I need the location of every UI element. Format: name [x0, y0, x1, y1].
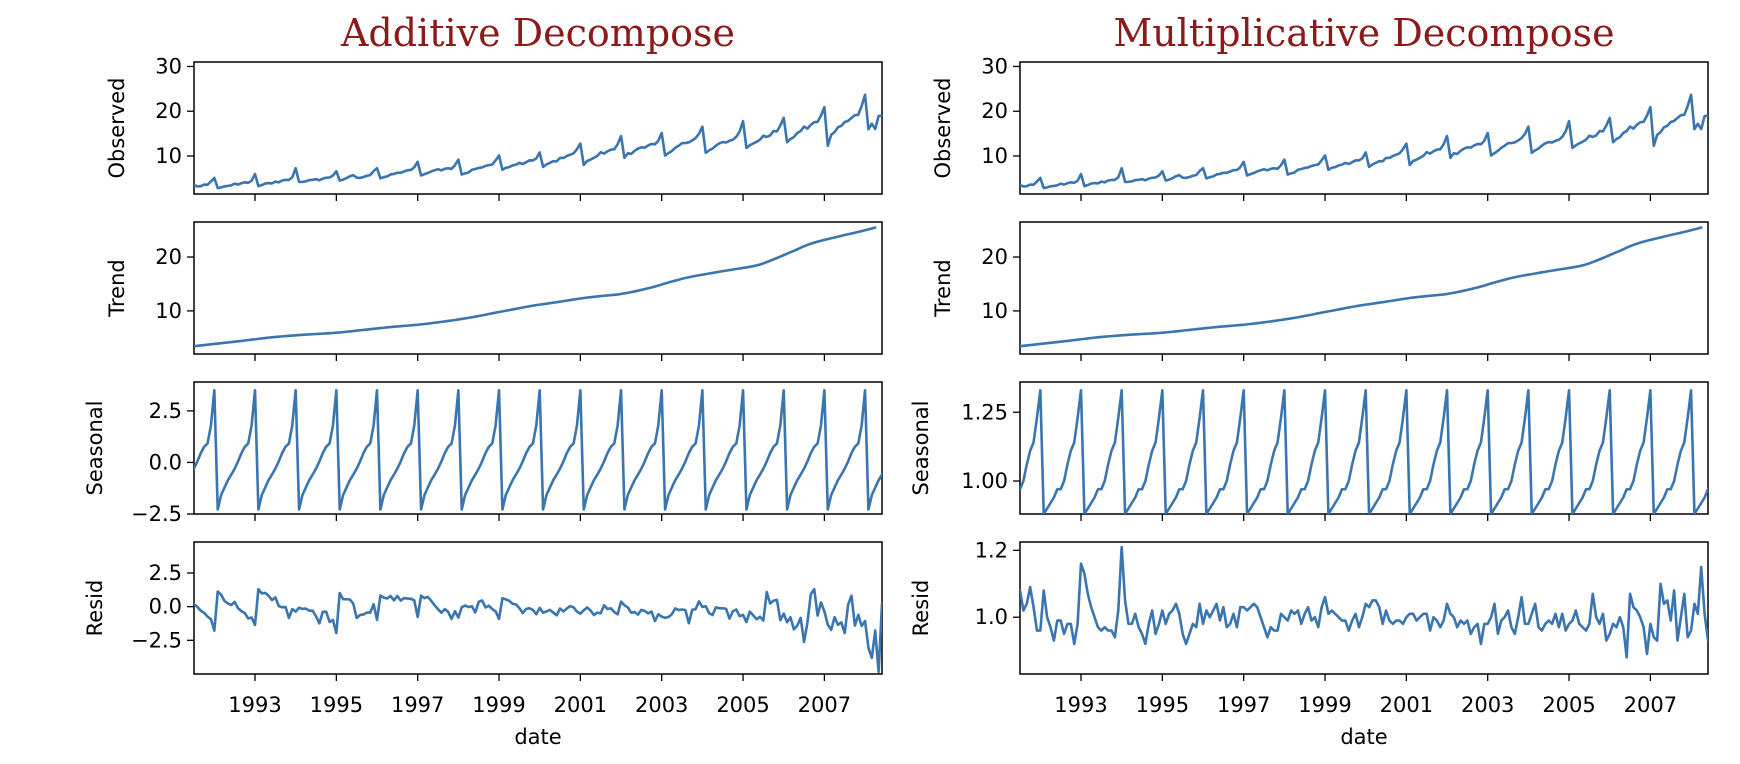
- x-tick-label: 2001: [554, 693, 607, 717]
- x-axis-label: date: [1340, 725, 1387, 749]
- y-tick-label: −2.5: [131, 502, 182, 526]
- y-axis-label: Trend: [931, 259, 955, 317]
- panel-trend: 10 20 Trend: [931, 221, 1709, 361]
- series-line-trend: [194, 226, 877, 348]
- x-axis-label: date: [514, 725, 561, 749]
- y-tick-label: 0.0: [149, 595, 182, 619]
- y-tick-label: 30: [981, 54, 1008, 78]
- x-tick-label: 2005: [716, 693, 769, 717]
- y-axis-label: Trend: [105, 259, 129, 317]
- series-line-resid: [194, 587, 882, 674]
- x-tick-label: 1995: [1136, 693, 1189, 717]
- y-tick-label: 2.5: [149, 561, 182, 585]
- series-line-resid: [1020, 545, 1708, 659]
- y-tick-label: 10: [155, 299, 182, 323]
- y-tick-label: 1.00: [961, 469, 1008, 493]
- series-line-observed: [194, 93, 882, 190]
- axes-frame: [1019, 541, 1709, 675]
- y-tick-label: 30: [155, 54, 182, 78]
- y-axis-label: Observed: [931, 77, 955, 178]
- chart-title: Multiplicative Decompose: [1113, 11, 1614, 55]
- panel-observed: 10 20 30 Observed: [931, 54, 1709, 201]
- panel-seasonal: 2.5 0.0 −2.5 Seasonal: [83, 381, 883, 526]
- chart-title: Additive Decompose: [340, 11, 735, 55]
- y-axis-label: Resid: [83, 580, 107, 637]
- axes-frame: [193, 61, 883, 195]
- series-line-seasonal: [1020, 388, 1708, 514]
- panel-seasonal: 1.25 1.00 Seasonal: [909, 381, 1709, 521]
- series-line-trend: [1020, 226, 1703, 348]
- series-line-seasonal: [194, 388, 882, 511]
- x-tick-label: 1997: [1217, 693, 1270, 717]
- x-tick-label: 2007: [1624, 693, 1677, 717]
- panel-observed: 10 20 30 Observed: [105, 54, 883, 201]
- y-axis-label: Observed: [105, 77, 129, 178]
- y-tick-label: 10: [981, 144, 1008, 168]
- y-tick-label: −2.5: [131, 628, 182, 652]
- x-tick-label: 1993: [1054, 693, 1107, 717]
- y-axis-label: Seasonal: [83, 401, 107, 496]
- axes-frame: [193, 381, 883, 515]
- x-tick-label: 2001: [1380, 693, 1433, 717]
- panel-resid: 1.2 1.0 1993 1995 1997 1999 2001 2003 2005 2007 Re…: [909, 538, 1709, 717]
- panel-resid: 2.5 0.0 −2.5 1993 1995 1997 1999 2001 2003 2005 20…: [83, 541, 883, 717]
- x-tick-label: 2007: [798, 693, 851, 717]
- y-tick-label: 2.5: [149, 399, 182, 423]
- y-tick-label: 1.0: [975, 605, 1008, 629]
- y-tick-label: 1.2: [975, 538, 1008, 562]
- x-tick-label: 1993: [228, 693, 281, 717]
- y-axis-label: Seasonal: [909, 401, 933, 496]
- y-axis-label: Resid: [909, 580, 933, 637]
- y-tick-label: 20: [155, 99, 182, 123]
- x-tick-label: 2003: [635, 693, 688, 717]
- x-tick-label: 1997: [391, 693, 444, 717]
- axes-frame: [1019, 221, 1709, 355]
- y-tick-label: 10: [981, 299, 1008, 323]
- axes-frame: [1019, 61, 1709, 195]
- axes-frame: [1019, 381, 1709, 515]
- x-tick-label: 2005: [1542, 693, 1595, 717]
- axes-frame: [193, 221, 883, 355]
- y-tick-label: 0.0: [149, 450, 182, 474]
- series-line-observed: [1020, 93, 1708, 190]
- y-tick-label: 20: [155, 245, 182, 269]
- y-tick-label: 20: [981, 245, 1008, 269]
- x-tick-label: 2003: [1461, 693, 1514, 717]
- panel-trend: 10 20 Trend: [105, 221, 883, 361]
- y-tick-label: 10: [155, 144, 182, 168]
- x-tick-label: 1999: [1298, 693, 1351, 717]
- y-tick-label: 20: [981, 99, 1008, 123]
- x-tick-label: 1995: [310, 693, 363, 717]
- x-tick-label: 1999: [472, 693, 525, 717]
- y-tick-label: 1.25: [961, 400, 1008, 424]
